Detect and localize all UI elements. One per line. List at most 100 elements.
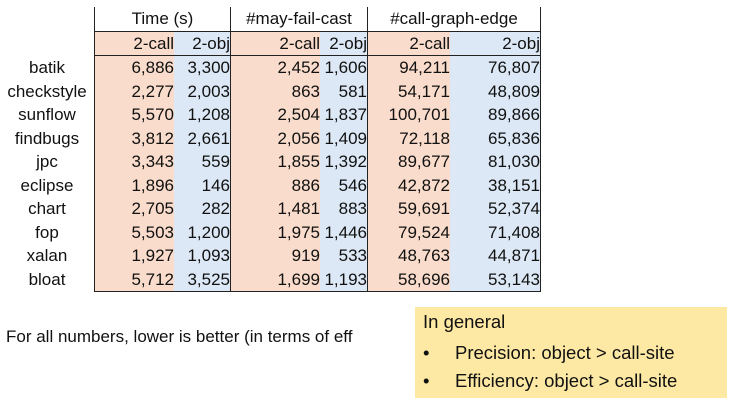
value-cell: 1,927	[94, 244, 174, 268]
value-cell: 44,871	[450, 244, 541, 268]
corner-cell	[0, 31, 95, 56]
value-cell: 2,504	[230, 103, 320, 127]
value-cell: 1,896	[94, 173, 174, 197]
table-row: bloat 5,712 3,525 1,699 1,193 58,696 53,143	[0, 267, 541, 292]
value-cell: 6,886	[94, 55, 174, 80]
value-cell: 2,277	[94, 79, 174, 103]
table-row: sunflow 5,570 1,208 2,504 1,837 100,701 89,866	[0, 103, 541, 127]
value-cell: 1,606	[320, 55, 368, 80]
bullet-glyph: •	[423, 370, 430, 391]
value-cell: 1,200	[174, 220, 231, 244]
table-row: xalan 1,927 1,093 919 533 48,763 44,871	[0, 244, 541, 268]
value-cell: 1,193	[320, 267, 368, 292]
table-row: batik 6,886 3,300 2,452 1,606 94,211 76,807	[0, 55, 541, 80]
value-cell: 2,056	[230, 126, 320, 150]
benchmark-name: bloat	[0, 267, 95, 292]
value-cell: 886	[230, 173, 320, 197]
benchmark-name: chart	[0, 197, 95, 221]
value-cell: 1,208	[174, 103, 231, 127]
value-cell: 1,093	[174, 244, 231, 268]
value-cell: 59,691	[367, 197, 450, 221]
value-cell: 89,866	[450, 103, 541, 127]
sub-header-cell: 2-call	[230, 31, 320, 56]
sub-header-cell: 2-obj	[174, 31, 231, 56]
value-cell: 58,696	[367, 267, 450, 292]
value-cell: 48,763	[367, 244, 450, 268]
group-header-may-fail-cast: #may-fail-cast	[230, 7, 368, 32]
value-cell: 3,300	[174, 55, 231, 80]
sub-header-cell: 2-obj	[320, 31, 368, 56]
bullet-text: Efficiency: object > call-site	[455, 370, 678, 391]
value-cell: 5,570	[94, 103, 174, 127]
benchmark-name: fop	[0, 220, 95, 244]
value-cell: 1,975	[230, 220, 320, 244]
value-cell: 1,855	[230, 150, 320, 174]
value-cell: 559	[174, 150, 231, 174]
bullet-efficiency: • Efficiency: object > call-site	[423, 370, 677, 392]
value-cell: 3,812	[94, 126, 174, 150]
group-header-call-graph-edge: #call-graph-edge	[367, 7, 541, 32]
corner-cell	[0, 7, 95, 31]
value-cell: 5,712	[94, 267, 174, 292]
value-cell: 1,699	[230, 267, 320, 292]
sub-header-cell: 2-obj	[450, 31, 541, 56]
sub-header-cell: 2-call	[94, 31, 174, 56]
value-cell: 100,701	[367, 103, 450, 127]
value-cell: 3,343	[94, 150, 174, 174]
bullet-precision: • Precision: object > call-site	[423, 342, 675, 364]
value-cell: 1,446	[320, 220, 368, 244]
benchmark-name: sunflow	[0, 103, 95, 127]
sub-header-row: 2-call 2-obj 2-call 2-obj 2-call 2-obj	[0, 31, 541, 56]
benchmark-name: findbugs	[0, 126, 95, 150]
footnote: For all numbers, lower is better (in ter…	[6, 327, 353, 346]
value-cell: 53,143	[450, 267, 541, 292]
benchmark-name: checkstyle	[0, 79, 95, 103]
value-cell: 38,151	[450, 173, 541, 197]
value-cell: 2,452	[230, 55, 320, 80]
value-cell: 89,677	[367, 150, 450, 174]
table-row: checkstyle 2,277 2,003 863 581 54,171 48,809	[0, 79, 541, 103]
value-cell: 42,872	[367, 173, 450, 197]
table-row: chart 2,705 282 1,481 883 59,691 52,374	[0, 197, 541, 221]
value-cell: 76,807	[450, 55, 541, 80]
value-cell: 2,661	[174, 126, 231, 150]
value-cell: 546	[320, 173, 368, 197]
value-cell: 1,392	[320, 150, 368, 174]
value-cell: 71,408	[450, 220, 541, 244]
benchmark-name: batik	[0, 55, 95, 80]
benchmark-name: eclipse	[0, 173, 95, 197]
value-cell: 65,836	[450, 126, 541, 150]
value-cell: 1,481	[230, 197, 320, 221]
results-table: Time (s) #may-fail-cast #call-graph-edge…	[0, 7, 541, 292]
value-cell: 2,705	[94, 197, 174, 221]
value-cell: 146	[174, 173, 231, 197]
value-cell: 94,211	[367, 55, 450, 80]
value-cell: 54,171	[367, 79, 450, 103]
value-cell: 2,003	[174, 79, 231, 103]
bullet-text: Precision: object > call-site	[455, 342, 675, 363]
group-header-time: Time (s)	[94, 7, 231, 32]
benchmark-name: xalan	[0, 244, 95, 268]
table-row: eclipse 1,896 146 886 546 42,872 38,151	[0, 173, 541, 197]
table-row: findbugs 3,812 2,661 2,056 1,409 72,118 65,836	[0, 126, 541, 150]
benchmark-name: jpc	[0, 150, 95, 174]
summary-title: In general	[423, 311, 506, 332]
value-cell: 883	[320, 197, 368, 221]
group-header-row: Time (s) #may-fail-cast #call-graph-edge	[0, 7, 541, 32]
value-cell: 5,503	[94, 220, 174, 244]
bullet-glyph: •	[423, 342, 430, 363]
value-cell: 3,525	[174, 267, 231, 292]
value-cell: 1,409	[320, 126, 368, 150]
value-cell: 48,809	[450, 79, 541, 103]
value-cell: 581	[320, 79, 368, 103]
value-cell: 282	[174, 197, 231, 221]
value-cell: 52,374	[450, 197, 541, 221]
table-body: batik 6,886 3,300 2,452 1,606 94,211 76,807 che…	[0, 55, 541, 292]
value-cell: 919	[230, 244, 320, 268]
value-cell: 533	[320, 244, 368, 268]
value-cell: 81,030	[450, 150, 541, 174]
summary-box: In general • Precision: object > call-sit…	[415, 307, 727, 398]
value-cell: 863	[230, 79, 320, 103]
table-row: fop 5,503 1,200 1,975 1,446 79,524 71,408	[0, 220, 541, 244]
table-row: jpc 3,343 559 1,855 1,392 89,677 81,030	[0, 150, 541, 174]
